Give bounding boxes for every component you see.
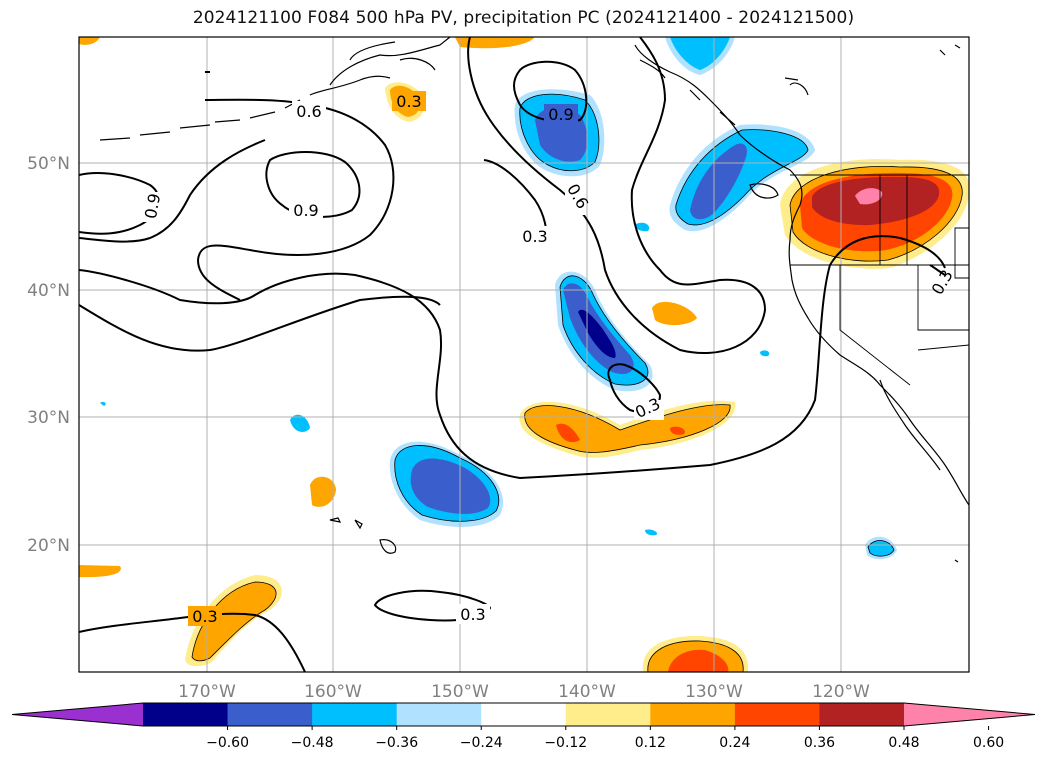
precip-blob-top [455, 37, 535, 49]
colorbar-extend-high [904, 703, 1035, 726]
precip-neg-25n [389, 441, 504, 527]
colorbar-tick-label: 0.12 [635, 735, 666, 751]
colorbar-tick-label: 0.60 [973, 735, 1004, 751]
lon-tick-label: 120°W [812, 682, 870, 702]
colorbar-segment [650, 703, 736, 726]
precip-blob-bl [185, 575, 282, 667]
colorbar-tick-label: 0.48 [888, 735, 919, 751]
contour-label: 0.6 [296, 102, 321, 121]
lon-tick-label: 150°W [431, 682, 489, 702]
precip-blob-37n [652, 301, 697, 326]
colorbar-segment [227, 703, 313, 726]
contour-label: 0.3 [460, 605, 485, 624]
contour-label: 0.3 [192, 607, 217, 626]
lon-tick-label: 160°W [304, 682, 362, 702]
colorbar-segment [819, 703, 905, 726]
colorbar-tick-label: −0.12 [544, 735, 587, 751]
lon-tick-label: 170°W [178, 682, 236, 702]
contour-label: 0.3 [396, 92, 421, 111]
colorbar-segment [312, 703, 398, 726]
colorbar-tick-label: −0.60 [206, 735, 249, 751]
map-title: 2024121100 F084 500 hPa PV, precipitatio… [192, 8, 855, 28]
coastlines [99, 37, 969, 563]
colorbar-segment [481, 703, 567, 726]
colorbar-segment [396, 703, 482, 726]
precip-blob-w [79, 565, 121, 578]
lat-tick-label: 30°N [27, 408, 70, 428]
contour-label: 0.3 [522, 227, 547, 246]
lat-tick-label: 50°N [27, 154, 70, 174]
precip-neg-sm4 [645, 529, 658, 536]
precip-neg-bc [669, 124, 815, 232]
contour-label: 0.9 [141, 192, 164, 220]
colorbar-segment [143, 703, 229, 726]
colorbar-tick-label: 0.36 [804, 735, 835, 751]
colorbar-tick-label: −0.24 [460, 735, 503, 751]
longitude-labels: 170°W 160°W 150°W 140°W 130°W 120°W [178, 682, 870, 702]
colorbar-outline [11, 702, 1036, 727]
state-borders [790, 174, 969, 386]
lat-tick-label: 40°N [27, 281, 70, 301]
precip-blob-hawaii-w [310, 476, 336, 507]
colorbar-tick-label: −0.36 [375, 735, 418, 751]
lat-tick-label: 20°N [27, 536, 70, 556]
colorbar: −0.60 −0.48 −0.36 −0.24 −0.12 0.12 0.24 0.36 0.4… [11, 702, 1036, 751]
colorbar-tick-label: 0.24 [719, 735, 750, 751]
latitude-labels: 50°N 40°N 30°N 20°N [27, 154, 70, 556]
colorbar-segment [565, 703, 651, 726]
colorbar-segment [734, 703, 820, 726]
contour-label: 0.9 [548, 105, 573, 124]
pv-contours [79, 37, 946, 672]
lon-tick-label: 130°W [685, 682, 743, 702]
colorbar-extend-low [12, 703, 143, 726]
precip-neg-35n [555, 271, 653, 392]
lon-tick-label: 140°W [558, 682, 616, 702]
colorbar-tick-label: −0.48 [291, 735, 334, 751]
contour-label-group: 0.3 0.6 0.9 0.9 0.9 0.6 0.3 0.3 0.3 0.3 … [141, 91, 957, 626]
precip-neg-sm1 [290, 414, 310, 432]
contour-label: 0.9 [293, 201, 318, 220]
map-frame [78, 36, 970, 673]
precip-neg-sm2 [635, 222, 650, 232]
graticule [79, 37, 969, 672]
